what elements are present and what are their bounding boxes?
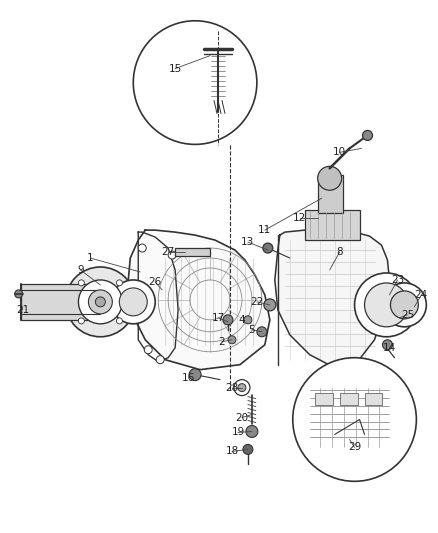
Text: 28: 28	[225, 383, 239, 393]
Circle shape	[88, 290, 112, 314]
Circle shape	[390, 291, 418, 319]
Text: 15: 15	[169, 63, 182, 74]
Circle shape	[244, 316, 252, 324]
Circle shape	[95, 297, 106, 307]
Circle shape	[257, 327, 267, 337]
Circle shape	[263, 243, 273, 253]
Text: 22: 22	[250, 297, 264, 307]
Text: 14: 14	[383, 343, 396, 353]
Circle shape	[117, 318, 122, 324]
Circle shape	[318, 166, 342, 190]
Text: 17: 17	[212, 313, 225, 323]
Text: 12: 12	[293, 213, 306, 223]
Text: 16: 16	[181, 373, 195, 383]
Text: 13: 13	[241, 237, 254, 247]
Circle shape	[363, 131, 372, 140]
Circle shape	[246, 425, 258, 438]
Circle shape	[144, 346, 152, 354]
Text: 2: 2	[219, 337, 225, 347]
Circle shape	[243, 445, 253, 455]
Text: 11: 11	[258, 225, 272, 235]
Circle shape	[293, 358, 417, 481]
Circle shape	[234, 379, 250, 395]
Text: 18: 18	[225, 447, 239, 456]
Text: 21: 21	[16, 305, 29, 315]
Text: 9: 9	[77, 265, 84, 275]
Circle shape	[78, 280, 122, 324]
Circle shape	[189, 369, 201, 381]
Bar	[175, 248, 210, 256]
Polygon shape	[128, 230, 270, 370]
Text: 29: 29	[348, 442, 361, 453]
Bar	[339, 393, 357, 405]
Circle shape	[78, 280, 85, 286]
Text: 19: 19	[231, 427, 244, 438]
Bar	[314, 393, 332, 405]
Text: 4: 4	[239, 315, 245, 325]
Circle shape	[133, 21, 257, 144]
Text: 10: 10	[333, 147, 346, 157]
Circle shape	[156, 356, 164, 364]
Circle shape	[223, 315, 233, 325]
Circle shape	[382, 340, 392, 350]
Circle shape	[111, 280, 155, 324]
Circle shape	[66, 267, 135, 337]
Circle shape	[117, 280, 122, 286]
Circle shape	[355, 273, 418, 337]
Circle shape	[168, 251, 176, 259]
Circle shape	[264, 299, 276, 311]
Circle shape	[138, 244, 146, 252]
Circle shape	[119, 288, 147, 316]
Text: 8: 8	[336, 247, 343, 257]
Polygon shape	[275, 230, 389, 368]
Bar	[305, 210, 360, 240]
Bar	[21, 284, 100, 320]
Bar	[318, 175, 343, 213]
Text: 5: 5	[249, 325, 255, 335]
Circle shape	[364, 283, 408, 327]
Text: 24: 24	[415, 290, 428, 300]
Circle shape	[14, 290, 23, 298]
Circle shape	[78, 318, 85, 324]
Text: 20: 20	[235, 413, 248, 423]
Text: 27: 27	[162, 247, 175, 257]
Circle shape	[382, 283, 426, 327]
Text: 26: 26	[148, 277, 162, 287]
Text: 23: 23	[391, 275, 404, 285]
Text: 1: 1	[87, 253, 94, 263]
Circle shape	[238, 384, 246, 392]
Text: 25: 25	[401, 310, 414, 320]
Circle shape	[228, 336, 236, 344]
Bar	[364, 393, 382, 405]
